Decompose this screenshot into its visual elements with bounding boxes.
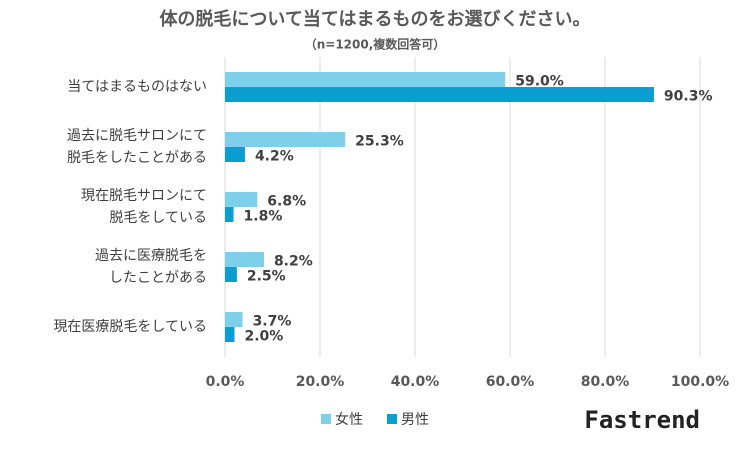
chart-title: 体の脱毛について当てはまるものをお選びください。	[159, 8, 590, 30]
value-label: 6.8%	[267, 194, 306, 210]
x-tick-label: 0.0%	[206, 374, 245, 390]
chart-subtitle: （n=1200,複数回答可）	[305, 37, 446, 52]
value-label: 1.8%	[244, 209, 283, 225]
bar	[225, 327, 235, 342]
legend-swatch	[321, 414, 331, 424]
y-tick-label: 現在医療脱毛をしている	[53, 318, 207, 335]
value-label: 90.3%	[664, 89, 713, 105]
y-tick-label: 脱毛をしたことがある	[67, 150, 207, 166]
x-tick-label: 80.0%	[581, 374, 630, 390]
bar	[225, 252, 264, 267]
bar	[225, 207, 234, 222]
x-tick-label: 40.0%	[391, 374, 440, 390]
bar	[225, 192, 258, 207]
y-tick-label: 当てはまるものはない	[67, 79, 207, 95]
legend-label: 男性	[401, 412, 429, 428]
bar	[225, 72, 506, 87]
y-tick-label: 脱毛をしている	[109, 210, 207, 226]
value-label: 2.0%	[245, 329, 284, 345]
x-tick-label: 20.0%	[296, 374, 345, 390]
value-label: 3.7%	[253, 314, 292, 330]
value-label: 2.5%	[247, 269, 286, 285]
value-label: 8.2%	[274, 254, 313, 270]
brand: Fastrend	[584, 406, 700, 434]
bar	[225, 147, 245, 162]
bar	[225, 267, 237, 282]
bar	[225, 312, 243, 327]
legend-swatch	[387, 414, 397, 424]
value-label: 59.0%	[515, 74, 564, 90]
x-tick-label: 60.0%	[486, 374, 535, 390]
y-tick-label: したことがある	[109, 270, 207, 286]
y-tick-label: 現在脱毛サロンにて	[81, 188, 207, 204]
x-tick-label: 100.0%	[671, 374, 729, 390]
bar	[225, 132, 346, 147]
legend-label: 女性	[335, 411, 363, 428]
value-label: 25.3%	[355, 134, 404, 150]
bar	[225, 87, 654, 102]
y-tick-label: 過去に脱毛サロンにて	[67, 128, 207, 144]
y-tick-label: 過去に医療脱毛を	[95, 247, 207, 264]
value-label: 4.2%	[255, 149, 294, 165]
